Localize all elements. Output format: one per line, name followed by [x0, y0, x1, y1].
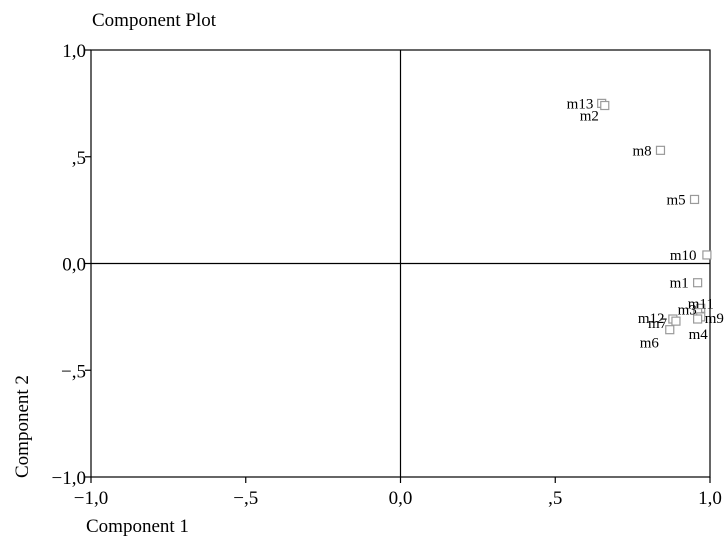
- point-marker-m7: [671, 316, 681, 326]
- point-label-m6: m6: [640, 336, 660, 352]
- y-tick-label: −,5: [61, 361, 86, 382]
- point-marker-m5: [689, 194, 700, 205]
- y-axis-label: Component 2: [12, 375, 33, 478]
- point-label-m12: m12: [638, 311, 665, 327]
- point-label-m4: m4: [689, 327, 709, 343]
- x-tick-label: −1,0: [74, 488, 108, 509]
- point-label-m1: m1: [670, 276, 689, 292]
- point-marker-m8: [655, 145, 666, 155]
- x-tick-label: ,5: [548, 488, 562, 509]
- y-tick-label: 1,0: [62, 41, 86, 62]
- x-tick-label: 1,0: [698, 488, 722, 509]
- point-marker-m4: [693, 314, 703, 324]
- point-marker-m10: [702, 250, 712, 260]
- chart-title: Component Plot: [92, 10, 217, 31]
- point-label-m5: m5: [667, 192, 686, 208]
- x-tick-label: 0,0: [389, 488, 413, 509]
- point-marker-m1: [693, 278, 703, 288]
- point-label-m13: m13: [567, 96, 594, 112]
- point-label-m10: m10: [670, 248, 697, 264]
- y-tick-label: ,5: [72, 148, 86, 169]
- x-tick-label: −,5: [233, 488, 258, 509]
- point-label-m7: m7: [648, 316, 668, 332]
- tick-marks: [85, 49, 711, 483]
- point-label-m2: m2: [580, 109, 599, 125]
- point-label-m3: m3: [678, 303, 697, 319]
- y-tick-label: −1,0: [52, 468, 86, 489]
- tick-labels: −1,0 −,5 0,0 ,5 1,0 1,0 ,5 0,0 −,5 −1,0: [52, 41, 722, 509]
- point-marker-m6: [665, 325, 675, 335]
- point-label-m9: m9: [705, 311, 724, 327]
- y-tick-label: 0,0: [62, 255, 86, 276]
- point-marker-m2: [600, 100, 610, 111]
- x-axis-label: Component 1: [86, 516, 189, 537]
- point-label-m8: m8: [632, 143, 651, 159]
